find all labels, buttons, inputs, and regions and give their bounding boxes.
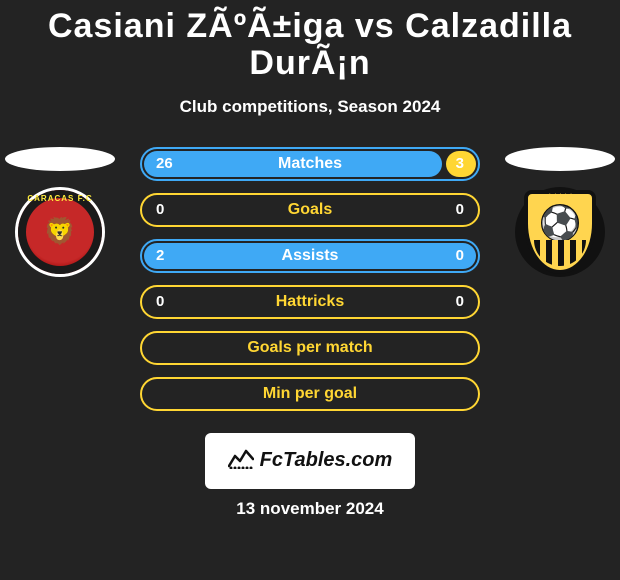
lion-icon: 🦁 [44, 216, 76, 247]
stat-right-value: 0 [456, 241, 464, 271]
stat-label: Matches [278, 155, 342, 173]
stat-row: 0 0 Hattricks [140, 285, 480, 319]
stat-right-value: 3 [456, 149, 464, 179]
stat-label: Min per goal [263, 385, 357, 403]
stat-left-value: 26 [156, 149, 173, 179]
soccer-ball-icon [541, 204, 579, 242]
shield-icon: ★★★★★ [524, 190, 596, 274]
brand-text: FcTables.com [260, 449, 393, 472]
shield-stripes [534, 240, 586, 266]
stat-row: 2 0 Assists [140, 239, 480, 273]
stat-label: Goals per match [247, 339, 372, 357]
stat-left-value: 2 [156, 241, 164, 271]
stats-column: 26 3 Matches 0 0 Goals 2 0 Assists 0 0 Hattricks Goa… [140, 147, 480, 423]
stat-left-value: 0 [156, 195, 164, 225]
stat-row: 26 3 Matches [140, 147, 480, 181]
left-player-column: CARACAS F.C 🦁 [0, 147, 120, 277]
right-player-silhouette [505, 147, 615, 171]
page-title: Casiani ZÃºÃ±iga vs Calzadilla DurÃ¡n [0, 0, 620, 83]
right-team-crest: ★★★★★ [515, 187, 605, 277]
left-crest-label: CARACAS F.C [27, 194, 92, 203]
stat-row: 0 0 Goals [140, 193, 480, 227]
page-subtitle: Club competitions, Season 2024 [0, 97, 620, 117]
stat-right-value: 0 [456, 195, 464, 225]
left-player-silhouette [5, 147, 115, 171]
stat-label: Assists [282, 247, 339, 265]
stars-icon: ★★★★★ [547, 192, 573, 200]
brand-badge: FcTables.com [205, 433, 415, 489]
footer-date: 13 november 2024 [236, 499, 383, 519]
stat-label: Goals [288, 201, 332, 219]
stat-label: Hattricks [276, 293, 344, 311]
right-player-column: ★★★★★ [500, 147, 620, 277]
stat-row: Goals per match [140, 331, 480, 365]
stat-row: Min per goal [140, 377, 480, 411]
stat-left-value: 0 [156, 287, 164, 317]
left-team-crest: CARACAS F.C 🦁 [15, 187, 105, 277]
stat-right-value: 0 [456, 287, 464, 317]
chart-icon [228, 447, 254, 475]
